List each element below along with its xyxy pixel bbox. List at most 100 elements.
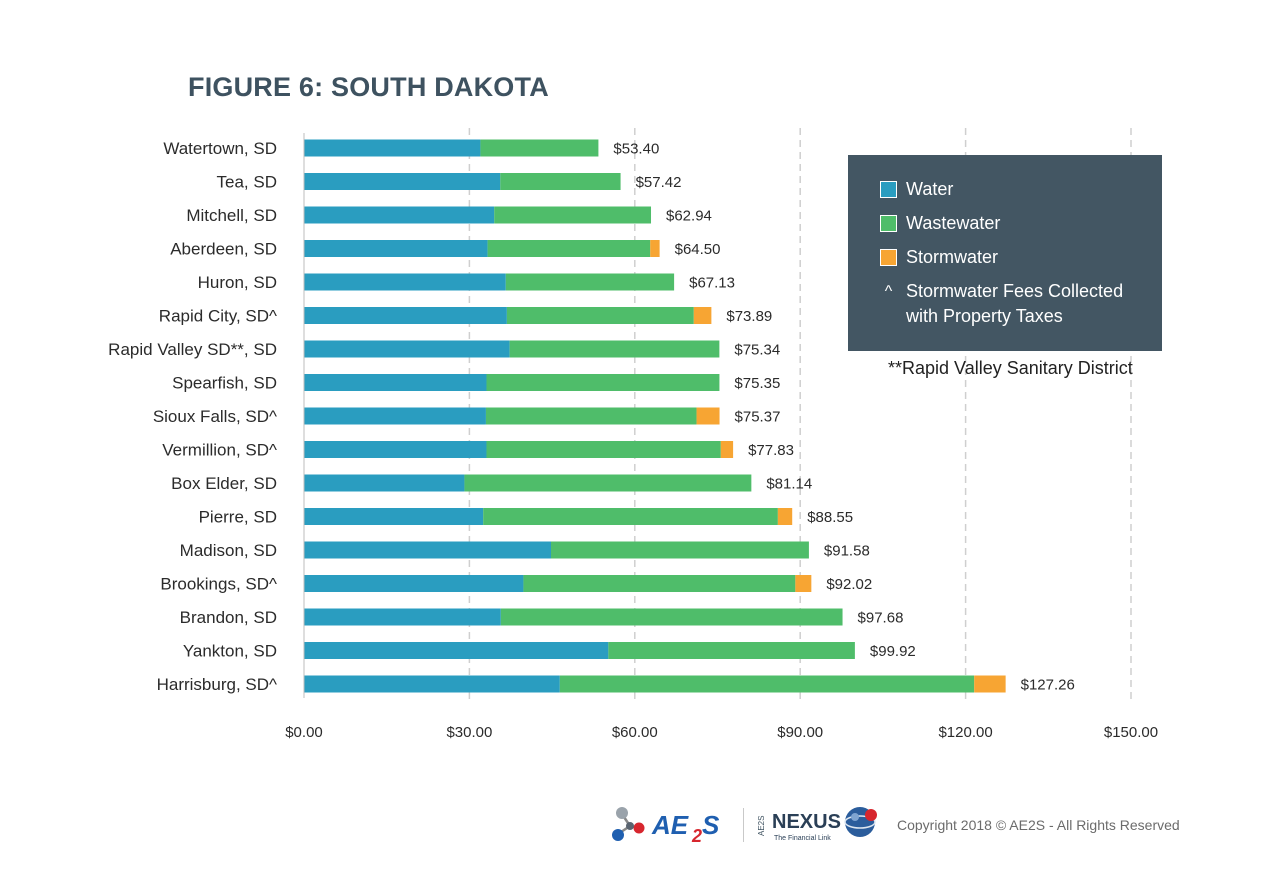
svg-text:The Financial Link: The Financial Link [774, 835, 831, 842]
bar-segment-water [304, 374, 487, 391]
bar-segment-stormwater [974, 675, 1006, 693]
bar-segment-water [304, 642, 609, 659]
bar-segment-water [304, 407, 486, 425]
bar-segment-stormwater [696, 407, 720, 425]
data-label: $75.37 [735, 409, 781, 426]
legend-item-stormwater: Stormwater [880, 247, 998, 268]
ae2s-logo: AE 2 S [612, 807, 720, 844]
bar-segment-wastewater [485, 407, 697, 425]
category-label: Brookings, SD^ [160, 575, 277, 594]
copyright-text: Copyright 2018 © AE2S - All Rights Reser… [897, 817, 1180, 833]
bar-segment-stormwater [650, 240, 660, 257]
bar-segment-wastewater [523, 575, 796, 592]
category-label: Tea, SD [217, 173, 277, 192]
data-label: $53.40 [613, 141, 659, 158]
bar-segment-water [304, 541, 551, 559]
category-label: Huron, SD [198, 273, 277, 292]
bar-segment-water [304, 441, 487, 458]
category-label: Box Elder, SD [171, 474, 277, 493]
bar-segment-water [304, 675, 560, 693]
bar-segment-water [304, 273, 506, 291]
data-label: $77.83 [748, 442, 794, 459]
bar-segment-stormwater [720, 441, 734, 458]
data-label: $62.94 [666, 208, 712, 225]
data-label: $73.89 [726, 308, 772, 325]
x-tick-label: $30.00 [446, 724, 492, 741]
bar-segment-wastewater [480, 139, 599, 157]
x-tick-label: $120.00 [938, 724, 992, 741]
category-label: Vermillion, SD^ [162, 441, 277, 460]
data-label: $57.42 [636, 174, 682, 191]
bar-segment-water [304, 139, 481, 157]
bar-segment-water [304, 307, 507, 324]
bar-segment-wastewater [486, 374, 720, 391]
bar-segment-water [304, 240, 488, 257]
category-label: Madison, SD [180, 541, 277, 560]
data-label: $88.55 [807, 509, 853, 526]
legend-note-line2: with Property Taxes [906, 306, 1063, 326]
legend-item-wastewater: Wastewater [880, 213, 1000, 234]
bar-segment-wastewater [509, 340, 720, 358]
bar-segment-wastewater [505, 273, 675, 291]
chart-title: FIGURE 6: SOUTH DAKOTA [188, 72, 549, 102]
data-label: $75.35 [734, 375, 780, 392]
x-tick-label: $90.00 [777, 724, 823, 741]
bar-segment-wastewater [494, 206, 652, 224]
svg-text:AE: AE [651, 810, 689, 840]
category-label: Harrisburg, SD^ [157, 675, 277, 694]
data-label: $99.92 [870, 643, 916, 660]
bar-segment-wastewater [487, 240, 651, 257]
data-label: $75.34 [734, 342, 780, 359]
x-tick-label: $60.00 [612, 724, 658, 741]
footnote: **Rapid Valley Sanitary District [888, 358, 1133, 378]
x-tick-label: $0.00 [285, 724, 323, 741]
legend-label-wastewater: Wastewater [906, 213, 1001, 233]
category-label: Sioux Falls, SD^ [153, 407, 277, 426]
bar-segment-water [304, 575, 524, 592]
bar-segment-stormwater [693, 307, 712, 324]
svg-text:AE2S: AE2S [757, 816, 766, 836]
legend-caret-symbol: ^ [884, 283, 893, 300]
legend-label-stormwater: Stormwater [906, 247, 999, 267]
bar-segment-water [304, 340, 510, 358]
category-label: Yankton, SD [183, 642, 277, 661]
legend-swatch-water [880, 181, 897, 198]
bar-segment-wastewater [464, 474, 752, 492]
category-label: Spearfish, SD [172, 374, 277, 393]
data-label: $91.58 [824, 543, 870, 560]
bar-segment-wastewater [506, 307, 694, 324]
legend-swatch-stormwater [880, 249, 897, 266]
x-tick-label: $150.00 [1104, 724, 1158, 741]
legend-item-caret-note: ^ Stormwater Fees Collected with Propert… [880, 279, 1123, 329]
bar-segment-water [304, 608, 501, 626]
legend-note-text: Stormwater Fees Collected with Property … [906, 279, 1123, 329]
bar-segment-wastewater [500, 608, 843, 626]
bar-segment-wastewater [559, 675, 975, 693]
bar-segment-wastewater [500, 173, 621, 190]
data-label: $81.14 [766, 476, 812, 493]
bar-segment-water [304, 474, 465, 492]
svg-text:NEXUS: NEXUS [772, 811, 841, 833]
category-label: Rapid Valley SD**, SD [108, 340, 277, 359]
legend-note-line1: Stormwater Fees Collected [906, 281, 1124, 301]
category-label: Aberdeen, SD [170, 240, 277, 259]
data-label: $127.26 [1021, 677, 1075, 694]
category-label: Brandon, SD [180, 608, 277, 627]
bar-segment-wastewater [608, 642, 855, 659]
nexus-logo: AE2S NEXUS The Financial Link [757, 807, 877, 842]
category-label: Pierre, SD [199, 508, 277, 527]
bar-segment-water [304, 173, 501, 190]
bar-segment-water [304, 206, 495, 224]
svg-text:2: 2 [691, 826, 702, 844]
category-label: Rapid City, SD^ [159, 307, 277, 326]
data-label: $67.13 [689, 275, 735, 292]
legend-item-water: Water [880, 179, 953, 200]
category-label: Watertown, SD [163, 139, 277, 158]
data-label: $92.02 [826, 576, 872, 593]
data-label: $64.50 [675, 241, 721, 258]
svg-text:S: S [702, 810, 720, 840]
bar-segment-wastewater [550, 541, 809, 559]
legend-label-water: Water [906, 179, 954, 199]
bar-segment-wastewater [483, 508, 778, 525]
